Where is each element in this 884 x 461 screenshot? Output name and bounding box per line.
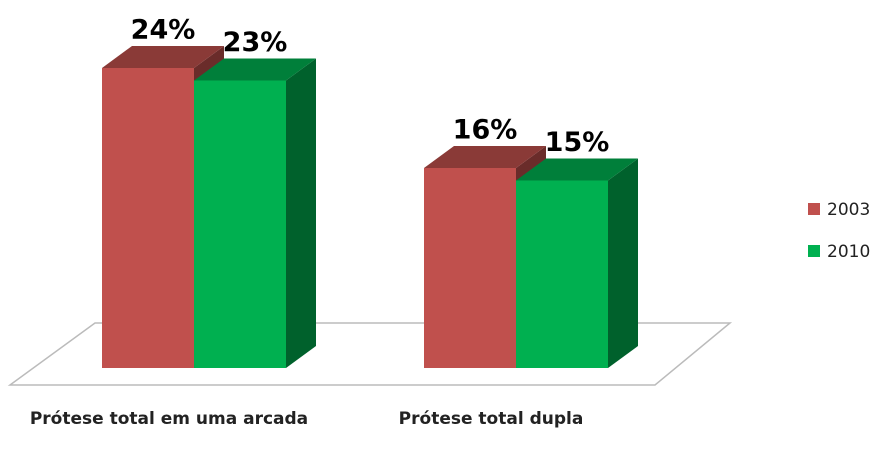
legend-swatch: [808, 245, 820, 257]
bar-top: [516, 158, 638, 181]
value-label: 16%: [453, 115, 518, 146]
value-label: 23%: [223, 27, 288, 58]
bar: [194, 80, 286, 368]
category-label: Prótese total em uma arcada: [29, 409, 309, 429]
category-label: Prótese total dupla: [398, 409, 584, 429]
legend-label: 2003: [827, 200, 870, 220]
bar-top: [194, 58, 316, 81]
bar: [424, 168, 516, 368]
legend-swatch: [808, 203, 820, 215]
bar-side: [608, 158, 638, 368]
legend-label: 2010: [827, 242, 870, 262]
bar-side: [286, 58, 316, 368]
value-label: 24%: [131, 15, 196, 46]
bar: [102, 68, 194, 368]
bar: [516, 180, 608, 368]
bar-top: [424, 146, 546, 168]
value-label: 15%: [545, 127, 610, 158]
bar-top: [102, 46, 224, 68]
